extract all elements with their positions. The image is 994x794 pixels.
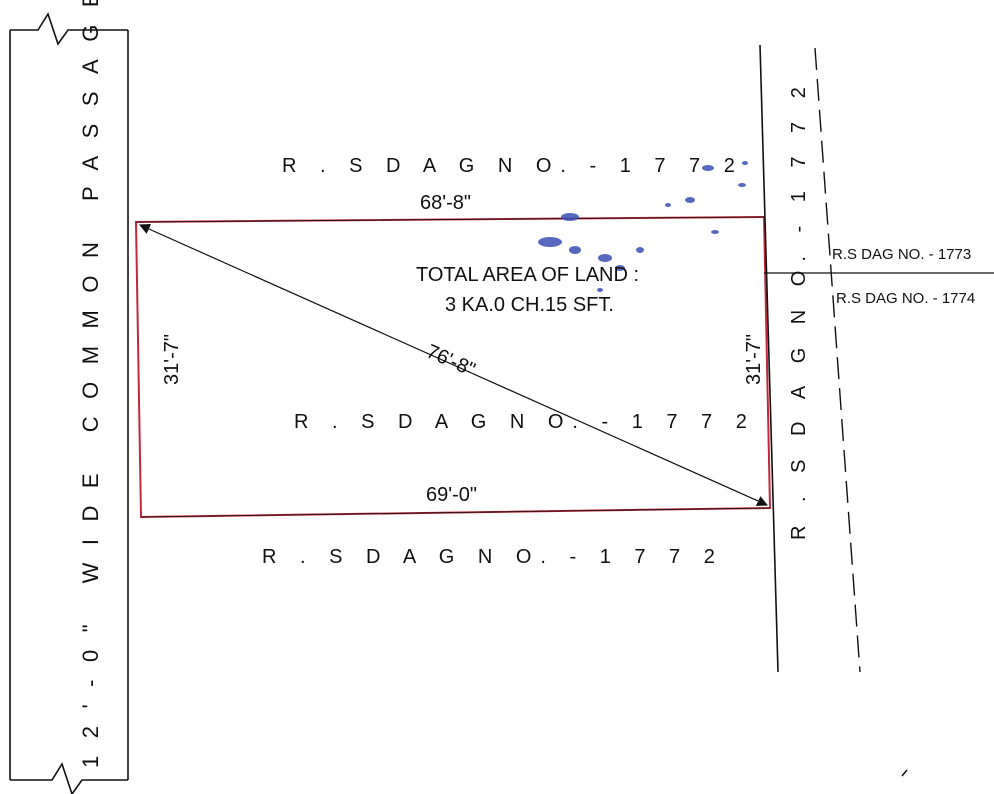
total-area-value: 3 KA.0 CH.15 SFT. xyxy=(445,294,614,316)
south-neighbor-dag: R . S D A G N O. - 1 7 7 2 xyxy=(262,546,724,568)
passage-label: 12'-0" WIDE COMMON PASSAGE xyxy=(78,0,103,768)
north-neighbor-dag: R . S D A G N O. - 1 7 7 2 xyxy=(282,155,744,177)
north-side-length: 68'-8" xyxy=(420,192,471,214)
west-side-length: 31'-7" xyxy=(161,334,183,385)
ink-stains xyxy=(538,161,748,292)
diagonal-line xyxy=(139,224,768,506)
passage-outline xyxy=(9,12,129,794)
diagonal-length: 76'-8" xyxy=(423,340,478,381)
neighbor-dag-1773: R.S DAG NO. - 1773 xyxy=(832,246,971,263)
plot-dag-number: R . S D A G N O. - 1 7 7 2 xyxy=(294,411,756,433)
total-area-title: TOTAL AREA OF LAND : xyxy=(416,264,639,286)
east-dashed-line xyxy=(814,47,861,673)
south-side-length: 69'-0" xyxy=(426,484,477,506)
neighbor-dag-1774: R.S DAG NO. - 1774 xyxy=(836,290,975,307)
east-side-length: 31'-7" xyxy=(743,334,765,385)
east-neighbor-dag: R . S D A G N O. - 1 7 7 2 xyxy=(788,78,810,540)
east-road-line xyxy=(759,44,779,673)
